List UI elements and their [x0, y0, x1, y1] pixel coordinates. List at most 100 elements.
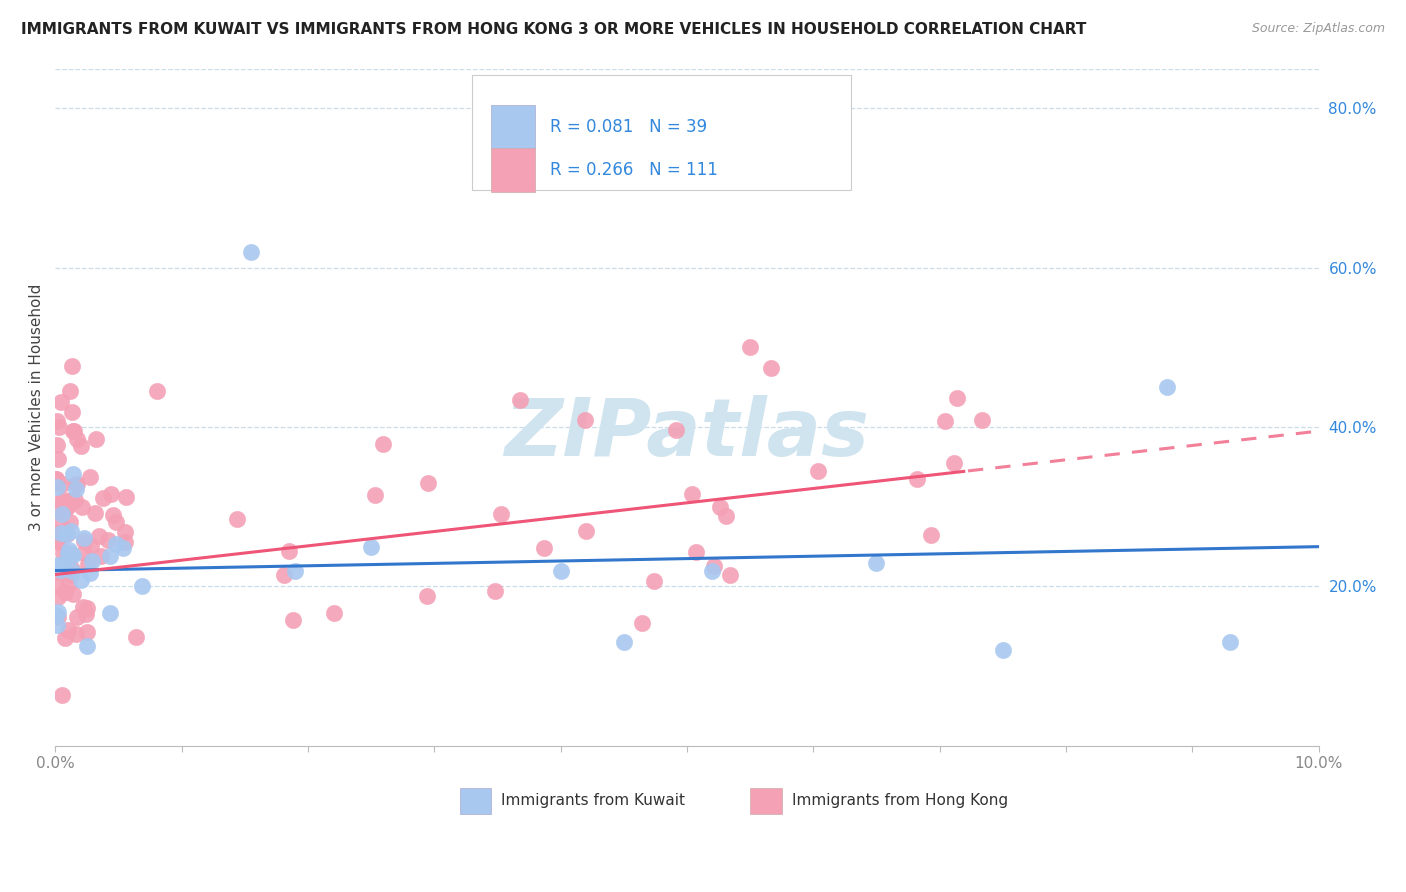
Point	[360, 540, 382, 554]
Point	[48, 606, 70, 620]
Point	[550, 564, 572, 578]
Point	[709, 500, 731, 514]
Point	[53, 585, 76, 599]
Point	[59, 524, 82, 538]
Point	[98, 606, 121, 620]
Point	[273, 568, 295, 582]
Point	[49, 525, 72, 540]
Point	[53, 631, 76, 645]
Point	[46, 452, 69, 467]
Point	[49, 563, 72, 577]
FancyBboxPatch shape	[491, 148, 536, 192]
Point	[51, 477, 73, 491]
Point	[60, 564, 83, 578]
Point	[53, 500, 76, 515]
Point	[865, 556, 887, 570]
Point	[65, 477, 87, 491]
Point	[87, 529, 110, 543]
Point	[323, 606, 346, 620]
Point	[416, 475, 439, 490]
Point	[45, 503, 67, 517]
Point	[62, 424, 84, 438]
Point	[98, 549, 121, 564]
Point	[114, 491, 136, 505]
Point	[51, 688, 73, 702]
Point	[52, 501, 75, 516]
Point	[48, 420, 70, 434]
Point	[45, 558, 67, 572]
Point	[240, 244, 263, 259]
Point	[51, 515, 73, 529]
Point	[702, 564, 724, 578]
Point	[45, 533, 67, 547]
Point	[643, 574, 665, 589]
Point	[685, 545, 707, 559]
Point	[59, 567, 82, 582]
Point	[58, 546, 80, 560]
Point	[58, 546, 80, 560]
Point	[58, 542, 80, 557]
Point	[682, 486, 704, 500]
Text: Immigrants from Kuwait: Immigrants from Kuwait	[501, 793, 685, 807]
Point	[1219, 635, 1241, 649]
Point	[58, 566, 80, 580]
Point	[131, 579, 153, 593]
Point	[48, 590, 70, 604]
Point	[101, 508, 124, 522]
Point	[51, 527, 73, 541]
FancyBboxPatch shape	[460, 788, 491, 814]
Point	[90, 549, 112, 564]
Point	[45, 472, 67, 486]
Point	[484, 584, 506, 599]
Text: IMMIGRANTS FROM KUWAIT VS IMMIGRANTS FROM HONG KONG 3 OR MORE VEHICLES IN HOUSEH: IMMIGRANTS FROM KUWAIT VS IMMIGRANTS FRO…	[21, 22, 1087, 37]
Point	[943, 456, 966, 470]
Point	[946, 391, 969, 405]
Point	[48, 566, 70, 580]
Text: R = 0.081   N = 39: R = 0.081 N = 39	[551, 118, 707, 136]
Point	[56, 577, 79, 591]
Point	[112, 541, 135, 556]
Point	[631, 616, 654, 631]
Point	[46, 477, 69, 491]
Point	[70, 573, 93, 587]
Point	[51, 507, 73, 521]
Point	[45, 414, 67, 428]
Point	[76, 601, 98, 615]
Text: Immigrants from Hong Kong: Immigrants from Hong Kong	[792, 793, 1008, 807]
Point	[55, 501, 77, 516]
Point	[63, 425, 86, 439]
Point	[59, 548, 82, 562]
Point	[613, 635, 636, 649]
Point	[75, 607, 97, 621]
Point	[72, 599, 94, 614]
Point	[225, 512, 247, 526]
Point	[46, 438, 69, 452]
FancyBboxPatch shape	[491, 105, 536, 149]
Point	[46, 610, 69, 624]
Point	[284, 564, 307, 578]
Point	[72, 500, 94, 514]
Point	[83, 506, 105, 520]
Point	[76, 639, 98, 653]
Point	[45, 532, 67, 546]
Point	[703, 558, 725, 573]
Point	[60, 359, 83, 374]
Point	[371, 437, 394, 451]
Point	[1156, 380, 1178, 394]
Point	[665, 423, 688, 437]
Point	[62, 587, 84, 601]
Point	[70, 439, 93, 453]
Point	[60, 404, 83, 418]
Point	[45, 579, 67, 593]
Point	[714, 509, 737, 524]
Point	[97, 533, 120, 547]
Point	[491, 507, 513, 521]
Point	[65, 610, 87, 624]
Point	[66, 433, 89, 447]
Point	[100, 487, 122, 501]
Point	[62, 467, 84, 481]
Text: ZIPatlas: ZIPatlas	[505, 395, 869, 474]
Point	[82, 554, 104, 568]
Point	[46, 480, 69, 494]
Point	[45, 472, 67, 486]
